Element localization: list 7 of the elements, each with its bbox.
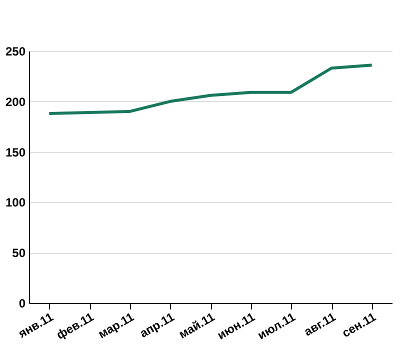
- y-tick-label: 250: [5, 44, 26, 58]
- y-tick-label: 0: [18, 296, 26, 310]
- y-tick-label: 150: [5, 145, 26, 160]
- y-tick-label: 200: [5, 94, 26, 109]
- line-series: [48, 64, 374, 115]
- y-tick-label: 50: [12, 246, 26, 260]
- y-tick-label: 100: [5, 196, 26, 210]
